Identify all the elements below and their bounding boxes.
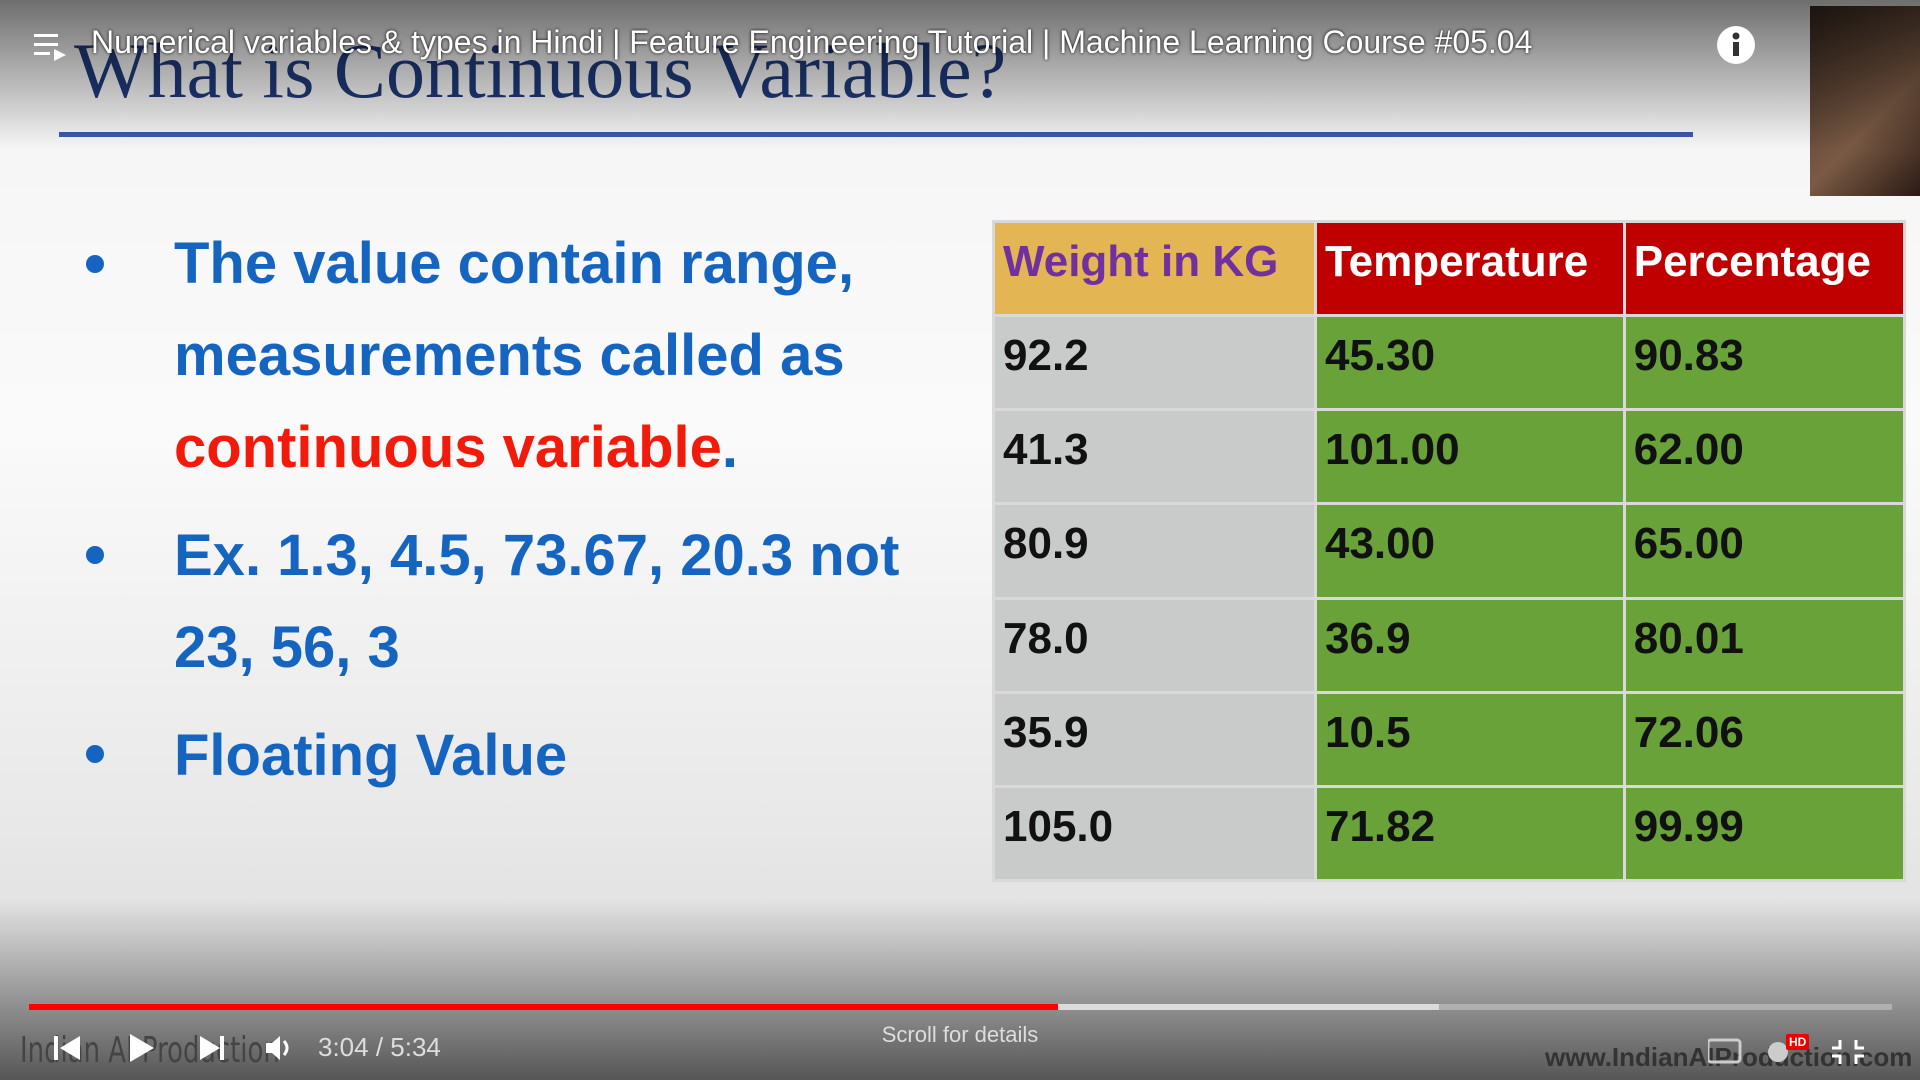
table-cell: 99.99 bbox=[1622, 784, 1907, 883]
playback-controls bbox=[54, 1034, 289, 1062]
bottom-gradient bbox=[0, 900, 1920, 1080]
table-cell: 10.5 bbox=[1313, 690, 1626, 788]
table-cell: 45.30 bbox=[1313, 314, 1626, 412]
table-row: 105.0 71.82 99.99 bbox=[992, 784, 1907, 883]
table-cell: 80.9 bbox=[992, 502, 1317, 600]
table-cell: 80.01 bbox=[1622, 596, 1907, 694]
volume-button[interactable] bbox=[266, 1036, 289, 1060]
scroll-hint[interactable]: Scroll for details bbox=[881, 1022, 1039, 1047]
bullet: The value contain range, measurements ca… bbox=[174, 218, 994, 494]
bullet-text: The value contain range, measurements ca… bbox=[174, 231, 855, 388]
bullet-end: . bbox=[721, 415, 739, 480]
previous-button[interactable] bbox=[54, 1036, 80, 1060]
watermark-left: Indian AI Production bbox=[20, 1030, 280, 1071]
top-gradient bbox=[0, 0, 1920, 150]
bullet-dot bbox=[86, 745, 104, 763]
header-cell: Temperature bbox=[1313, 219, 1626, 318]
table-cell: 78.0 bbox=[992, 596, 1317, 694]
table-cell: 92.2 bbox=[992, 314, 1317, 412]
bullet-dot bbox=[86, 255, 104, 273]
table-cell: 35.9 bbox=[992, 690, 1317, 788]
playlist-button[interactable] bbox=[34, 32, 68, 62]
video-title[interactable]: Numerical variables & types in Hindi | F… bbox=[91, 24, 1533, 60]
table-cell: 71.82 bbox=[1313, 784, 1626, 883]
table-cell: 36.9 bbox=[1313, 596, 1626, 694]
table-cell: 72.06 bbox=[1622, 690, 1907, 788]
header-row: Weight in KG Temperature Percentage bbox=[992, 219, 1907, 318]
table-cell: 105.0 bbox=[992, 784, 1317, 883]
info-button[interactable] bbox=[1716, 25, 1756, 65]
bullet: Floating Value bbox=[174, 723, 568, 788]
header-cell: Percentage bbox=[1622, 219, 1907, 318]
fullscreen-exit-button[interactable] bbox=[1832, 1040, 1864, 1064]
bullet: Ex. 1.3, 4.5, 73.67, 20.3 not 23, 56, 3 bbox=[174, 523, 900, 680]
bullet-dot bbox=[86, 546, 104, 564]
table-cell: 65.00 bbox=[1622, 502, 1907, 600]
table-cell: 41.3 bbox=[992, 408, 1317, 506]
table-cell: 62.00 bbox=[1622, 408, 1907, 506]
header-cell: Weight in KG bbox=[992, 219, 1317, 318]
table-cell: 101.00 bbox=[1313, 408, 1626, 506]
table-row: 80.9 43.00 65.00 bbox=[992, 502, 1907, 600]
table-row: 78.0 36.9 80.01 bbox=[992, 596, 1907, 694]
table-row: 92.2 45.30 90.83 bbox=[992, 314, 1907, 412]
table-cell: 90.83 bbox=[1622, 314, 1907, 412]
captions-button[interactable] bbox=[1708, 1038, 1742, 1064]
time-display: 3:04 / 5:34 bbox=[318, 1032, 441, 1062]
progress-bar[interactable] bbox=[29, 1004, 1892, 1010]
hd-badge: HD bbox=[1786, 1034, 1810, 1050]
table-cell: 43.00 bbox=[1313, 502, 1626, 600]
played-bar bbox=[29, 1004, 1058, 1010]
table-row: 41.3 101.00 62.00 bbox=[992, 408, 1907, 506]
table-row: 35.9 10.5 72.06 bbox=[992, 690, 1907, 788]
bullet-highlight: continuous variable bbox=[174, 415, 722, 480]
data-table: Weight in KG Temperature Percentage 92.2 45.… bbox=[992, 219, 1907, 883]
watermark-right: www.IndianAIProduction.com bbox=[1545, 1042, 1913, 1072]
right-controls bbox=[1708, 1038, 1864, 1064]
settings-button[interactable] bbox=[1768, 1042, 1788, 1062]
play-button[interactable] bbox=[130, 1034, 154, 1062]
next-button[interactable] bbox=[200, 1036, 224, 1060]
